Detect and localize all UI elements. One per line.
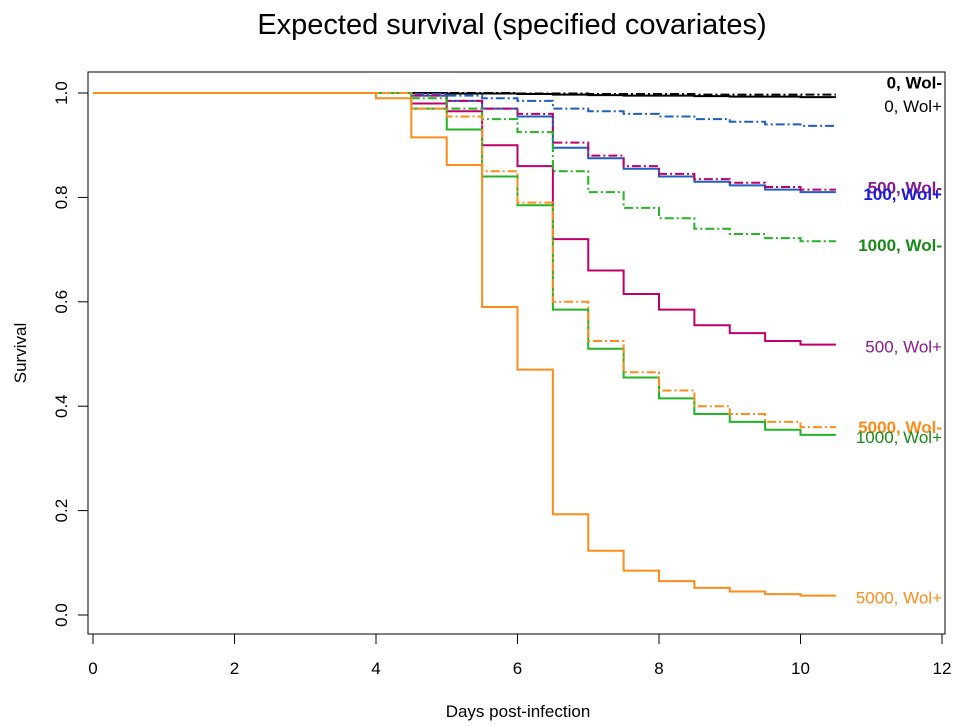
x-axis-label: Days post-infection: [446, 702, 591, 721]
y-tick-label: 0.2: [52, 499, 71, 523]
x-tick-label: 10: [791, 659, 810, 678]
line-label: 500, Wol+: [865, 338, 942, 357]
series-line-100-wol-: [93, 92, 836, 127]
line-label: 0, Wol+: [884, 97, 942, 116]
line-label: 1000, Wol+: [856, 428, 942, 447]
series-line-0-wol-: [93, 92, 836, 99]
series-line-5000-wol-: [93, 92, 836, 597]
line-label: 500, Wol-: [868, 179, 942, 198]
line-label: 5000, Wol+: [856, 589, 942, 608]
plot-frame: [87, 71, 946, 635]
x-tick-label: 2: [230, 659, 239, 678]
line-label: 1000, Wol-: [858, 236, 942, 255]
y-axis: 0.0 0.2 0.4 0.6 0.8 1.0: [52, 81, 88, 627]
x-tick-label: 8: [654, 659, 663, 678]
series-line-500-wol-: [93, 92, 836, 346]
chart-title: Expected survival (specified covariates): [257, 9, 766, 41]
series-line-1000-wol-: [93, 92, 836, 436]
y-tick-label: 0.0: [52, 603, 71, 627]
series-line-5000-wol-: [93, 92, 836, 429]
x-axis: 0 2 4 6 8 10 12: [88, 634, 951, 678]
x-tick-label: 6: [513, 659, 522, 678]
y-tick-label: 0.4: [52, 394, 71, 418]
y-tick-label: 1.0: [52, 81, 71, 105]
series-line-1000-wol-: [93, 92, 836, 243]
x-tick-label: 4: [371, 659, 380, 678]
line-label: 100, Wol+: [863, 185, 942, 204]
line-label: 5000, Wol-: [858, 418, 942, 437]
series-line-500-wol-: [93, 92, 836, 191]
line-labels: 0, Wol- 0, Wol+ 500, Wol-100, Wol+ 1000, Wo…: [856, 74, 942, 608]
series-layer: [93, 92, 836, 597]
y-tick-label: 0.6: [52, 290, 71, 314]
y-axis-label: Survival: [11, 323, 30, 383]
line-label: 0, Wol-: [887, 74, 942, 93]
x-tick-label: 12: [933, 659, 952, 678]
x-tick-label: 0: [88, 659, 97, 678]
y-tick-label: 0.8: [52, 186, 71, 210]
